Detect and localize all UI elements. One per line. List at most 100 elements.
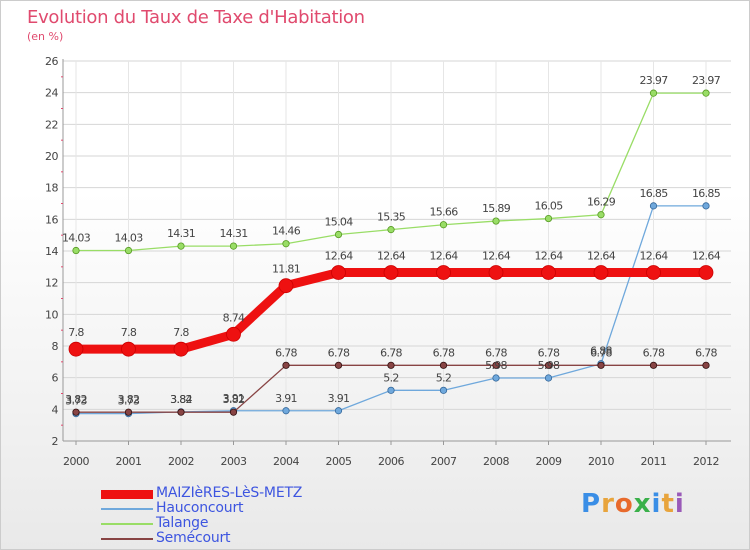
data-label: 14.03 [115, 232, 144, 245]
chart-title: Evolution du Taux de Taxe d'Habitation [27, 7, 365, 28]
data-label: 5.98 [538, 359, 560, 372]
data-point [177, 408, 185, 416]
data-point [387, 361, 395, 369]
x-tick-label: 2008 [483, 455, 509, 468]
logo-letter: o [614, 489, 634, 519]
data-point [436, 265, 451, 280]
data-label: 6.78 [328, 346, 350, 359]
data-point [698, 265, 714, 280]
data-point [334, 361, 343, 369]
data-label: 6.78 [695, 346, 717, 359]
y-tick-label: 12 [45, 277, 58, 290]
legend-label: Semécourt [156, 530, 231, 546]
data-point [334, 230, 343, 239]
x-tick-label: 2009 [536, 455, 562, 468]
y-tick-label: 26 [45, 55, 58, 68]
data-label: 3.91 [328, 392, 350, 405]
y-tick-label: 20 [45, 150, 58, 163]
data-label: 6.78 [485, 346, 507, 359]
logo-letter: t [661, 489, 675, 519]
data-point [439, 386, 448, 394]
data-label: 3.73 [118, 395, 140, 408]
data-point [229, 408, 238, 416]
data-label: 16.85 [692, 187, 721, 200]
data-label: 14.46 [272, 225, 301, 238]
y-tick-label: 6 [52, 372, 59, 385]
data-point [387, 386, 395, 394]
y-tick-label: 8 [52, 340, 59, 353]
data-point [646, 265, 661, 280]
data-label: 14.31 [220, 227, 248, 240]
data-label: 3.82 [118, 393, 140, 406]
chart-unit: (en %) [27, 30, 64, 43]
y-tick-label: 10 [45, 308, 58, 321]
logo-letter: i [674, 489, 685, 519]
data-point [387, 226, 395, 234]
data-label: 23.97 [692, 74, 721, 87]
data-point [439, 361, 448, 369]
legend-swatch [101, 508, 153, 510]
data-label: 12.64 [377, 250, 406, 263]
x-tick-label: 2007 [431, 455, 457, 468]
data-point [544, 214, 553, 223]
data-label: 6.78 [590, 346, 612, 359]
data-label: 5.2 [436, 371, 451, 384]
data-label: 11.81 [272, 263, 300, 276]
data-point [544, 361, 553, 369]
y-tick-label: 4 [52, 403, 59, 416]
x-tick-label: 2004 [273, 455, 299, 468]
data-point [492, 217, 500, 225]
data-label: 3.84 [170, 393, 192, 406]
data-point [278, 278, 294, 294]
legend-swatch [101, 489, 153, 499]
data-label: 5.98 [485, 359, 507, 372]
data-point [488, 265, 504, 280]
data-label: 23.97 [640, 74, 669, 87]
logo-letter: x [633, 489, 652, 519]
y-tick-label: 14 [45, 245, 58, 258]
data-point [649, 89, 658, 97]
data-label: 3.82 [65, 393, 87, 406]
data-label: 3.73 [65, 395, 87, 408]
data-point [597, 361, 605, 369]
data-point [72, 408, 80, 416]
data-label: 16.85 [640, 187, 669, 200]
data-label: 16.05 [535, 200, 564, 213]
y-tick-label: 24 [45, 87, 58, 100]
data-label: 6.78 [643, 346, 665, 359]
data-point [72, 246, 80, 255]
data-point [282, 361, 290, 369]
data-point [597, 211, 605, 219]
data-point [331, 265, 346, 280]
data-label: 12.64 [640, 250, 669, 263]
logo-letter: P [581, 489, 602, 519]
data-label: 15.04 [325, 216, 354, 229]
data-point [177, 242, 185, 250]
data-label: 7.8 [68, 326, 84, 339]
data-point [173, 341, 189, 357]
data-label: 3.82 [170, 393, 192, 406]
data-point [702, 361, 710, 369]
x-tick-label: 2003 [221, 455, 247, 468]
y-tick-label: 2 [52, 435, 59, 448]
data-label: 14.31 [167, 227, 195, 240]
data-label: 16.29 [587, 196, 616, 209]
data-label: 12.64 [535, 250, 564, 263]
data-label: 12.64 [587, 250, 616, 263]
x-tick-label: 2006 [378, 455, 404, 468]
data-point [649, 361, 658, 369]
data-point [229, 242, 238, 250]
data-label: 15.66 [430, 206, 459, 219]
data-label: 6.88 [590, 345, 612, 358]
data-label: 7.8 [173, 326, 189, 339]
legend-swatch [101, 523, 153, 525]
data-label: 7.8 [121, 326, 137, 339]
y-tick-label: 16 [45, 213, 58, 226]
legend-label: Talange [156, 515, 209, 531]
legend-label: Hauconcourt [156, 500, 244, 516]
data-label: 3.82 [223, 393, 245, 406]
data-point [492, 361, 500, 369]
data-point [702, 202, 710, 210]
